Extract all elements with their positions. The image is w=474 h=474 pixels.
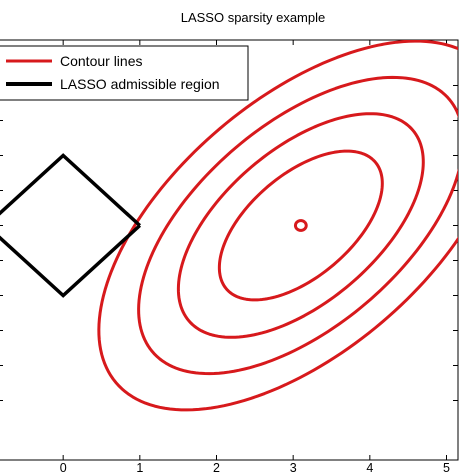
contour-line-4	[97, 40, 458, 412]
x-tick-label-1: 1	[136, 461, 143, 474]
legend-label-lasso-region: LASSO admissible region	[60, 76, 220, 92]
x-tick-label-0: 0	[60, 461, 67, 474]
contour-line-2	[176, 112, 425, 339]
legend-box	[0, 45, 249, 101]
x-tick-label-2: 2	[213, 461, 220, 474]
contour-line-3	[137, 75, 458, 376]
x-tick-label-4: 4	[366, 461, 373, 474]
lasso-region-line	[0, 153, 142, 298]
legend: Contour lines LASSO admissible region	[0, 45, 249, 101]
axis-ticks: 0 1 2 3 4 5	[0, 40, 458, 474]
x-tick-label-5: 5	[443, 461, 450, 474]
chart-title: LASSO sparsity example	[181, 10, 326, 25]
plot-frame	[0, 39, 459, 461]
legend-label-contour-lines: Contour lines	[60, 53, 143, 69]
plot-marks	[0, 40, 458, 412]
contour-center-marker	[293, 219, 308, 232]
contour-line-1	[217, 149, 384, 302]
x-tick-label-3: 3	[290, 461, 297, 474]
